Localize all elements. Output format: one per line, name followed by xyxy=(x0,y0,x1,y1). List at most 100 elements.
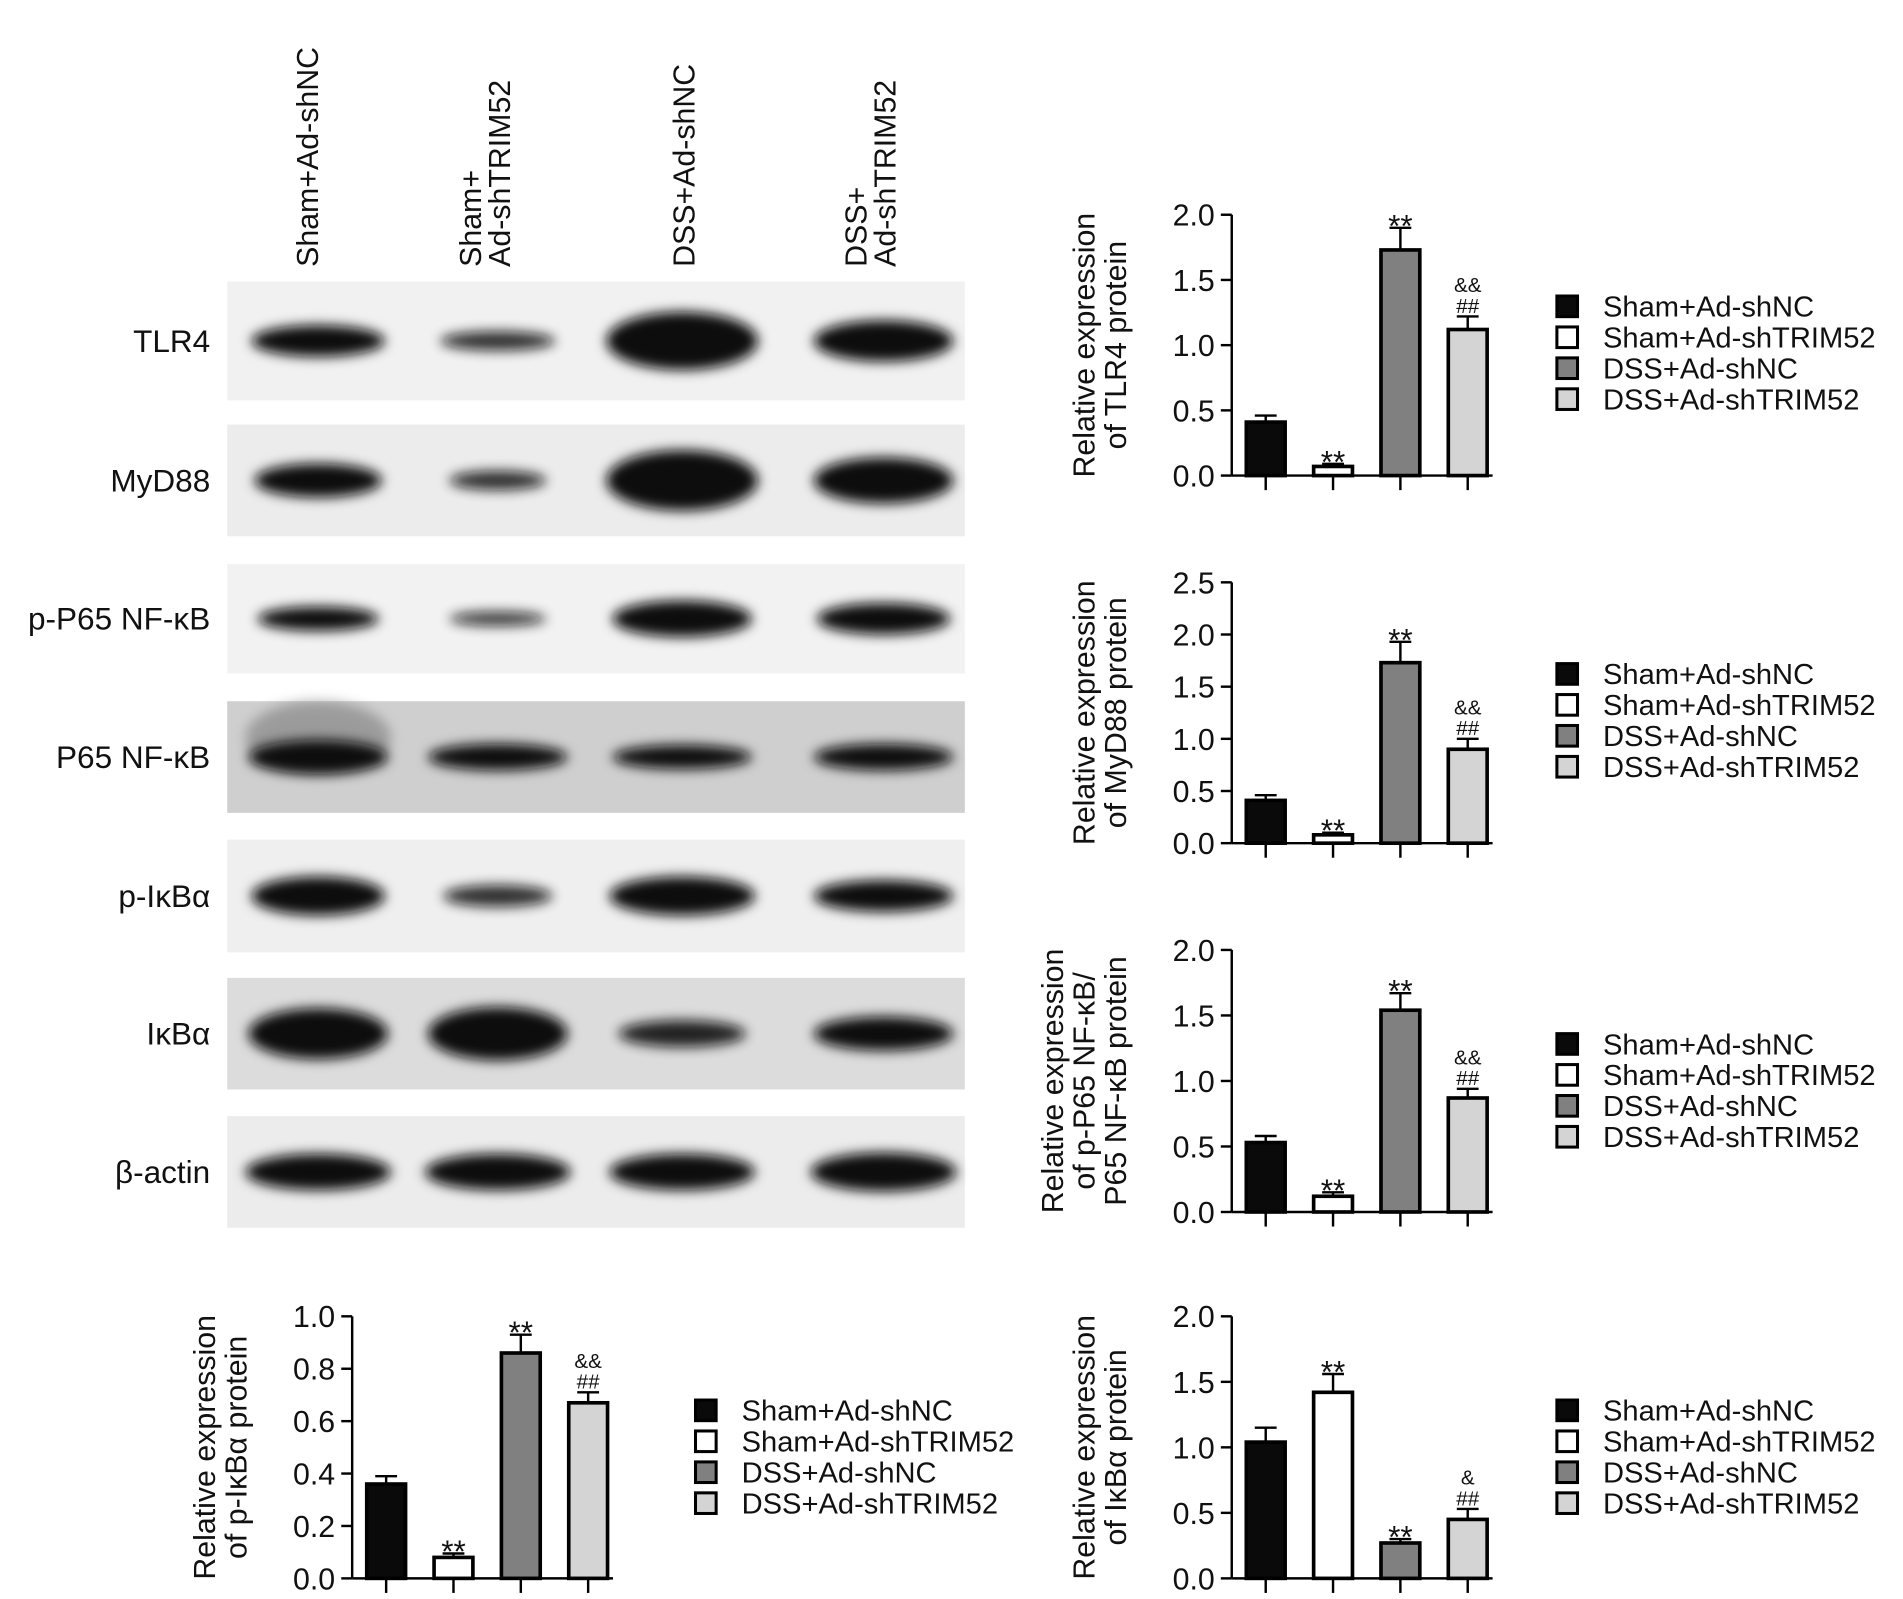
legend-swatch xyxy=(1555,1398,1580,1423)
blot-row-label: IκBα xyxy=(146,1016,210,1052)
bar-chart: 0.0 0.2 0.4 0.6 0.8 1.0 Relative expressionof … xyxy=(189,1301,1014,1596)
y-tick-label: 0.0 xyxy=(1173,1197,1215,1230)
y-axis-label-line: of TLR4 protein xyxy=(1100,241,1133,449)
y-tick-label: 2.0 xyxy=(1173,619,1215,652)
y-tick-label: 2.5 xyxy=(1173,567,1215,600)
significance-marker: && xyxy=(574,1350,602,1373)
lane-label: Sham+Ad-shTRIM52 xyxy=(455,80,517,267)
blot-band xyxy=(813,320,954,362)
legend-label: Sham+Ad-shNC xyxy=(742,1396,953,1428)
blot-band xyxy=(440,331,556,351)
legend-label: Sham+Ad-shTRIM52 xyxy=(1603,690,1876,722)
significance-marker: ** xyxy=(1388,207,1413,243)
y-tick-label: 1.0 xyxy=(293,1301,335,1334)
legend-swatch xyxy=(1555,1032,1580,1056)
blot-band xyxy=(618,1020,746,1047)
lane-label-line: Ad-shTRIM52 xyxy=(484,80,517,267)
blot-band xyxy=(424,1153,571,1191)
y-axis-label-line: Relative expression xyxy=(1069,1315,1102,1580)
significance-marker: ## xyxy=(1456,1067,1479,1090)
legend-swatch xyxy=(693,1460,718,1485)
y-tick-label: 2.0 xyxy=(1173,200,1215,233)
lane-label: DSS+Ad-shNC xyxy=(668,64,701,267)
legend-label: Sham+Ad-shNC xyxy=(1603,292,1814,324)
legend-swatch xyxy=(1555,356,1580,381)
legend-label: Sham+Ad-shTRIM52 xyxy=(1603,323,1876,355)
bar xyxy=(566,1400,610,1581)
legend-label: Sham+Ad-shTRIM52 xyxy=(1603,1427,1876,1459)
lane-label-line: Sham+Ad-shNC xyxy=(292,47,325,267)
blot-band xyxy=(609,876,755,916)
legend-swatch xyxy=(693,1398,718,1423)
bar xyxy=(1446,747,1489,845)
bar xyxy=(1244,1440,1287,1581)
bar xyxy=(1244,1140,1287,1214)
bar xyxy=(499,1351,543,1581)
bar-chart: 0.0 0.5 1.0 1.5 2.0 2.5 Relative expressionof … xyxy=(1069,567,1876,861)
significance-marker: && xyxy=(1454,1047,1482,1070)
legend-label: DSS+Ad-shTRIM52 xyxy=(1603,1488,1859,1520)
legend-label: Sham+Ad-shNC xyxy=(1603,1029,1814,1061)
y-axis-label-line: of IκBα protein xyxy=(1100,1349,1133,1545)
blot-row-label: p-P65 NF-κB xyxy=(28,601,210,637)
y-axis-label-line: of p-IκBα protein xyxy=(221,1336,254,1559)
y-tick-label: 0.0 xyxy=(1173,460,1215,493)
significance-marker: ## xyxy=(1456,717,1479,740)
y-axis-label-line: of MyD88 protein xyxy=(1100,597,1133,828)
blot-band xyxy=(816,602,951,635)
legend-label: Sham+Ad-shTRIM52 xyxy=(1603,1060,1876,1092)
y-tick-label: 1.5 xyxy=(1173,1367,1215,1400)
bar xyxy=(1379,1541,1422,1581)
y-tick-label: 1.0 xyxy=(1173,724,1215,757)
y-tick-label: 1.5 xyxy=(1173,1000,1215,1033)
legend-swatch xyxy=(1555,723,1580,748)
blot-band xyxy=(612,600,752,637)
bar xyxy=(1446,1096,1489,1214)
blot-row-label: β-actin xyxy=(115,1154,210,1190)
bar xyxy=(1446,327,1489,478)
bar xyxy=(1379,248,1422,478)
legend-label: DSS+Ad-shNC xyxy=(1603,354,1798,386)
blot-band xyxy=(248,740,388,775)
lane-label-line: Ad-shTRIM52 xyxy=(870,80,903,267)
legend-swatch xyxy=(1555,387,1580,411)
blot-band xyxy=(449,470,547,491)
significance-marker: ## xyxy=(577,1371,600,1394)
bar xyxy=(1311,1194,1355,1214)
legend-swatch xyxy=(1555,325,1580,350)
significance-marker: ** xyxy=(1388,1519,1413,1555)
blot-row-label: TLR4 xyxy=(133,323,210,359)
significance-marker: ## xyxy=(1456,1487,1479,1510)
y-tick-label: 2.0 xyxy=(1173,935,1215,968)
blot-band xyxy=(443,885,553,907)
legend-label: DSS+Ad-shNC xyxy=(1603,1458,1798,1490)
y-tick-label: 1.0 xyxy=(1173,1432,1215,1465)
bar xyxy=(1379,1008,1422,1214)
legend-label: Sham+Ad-shNC xyxy=(1603,1396,1814,1428)
lane-labels: Sham+Ad-shNC Sham+Ad-shTRIM52 DSS+Ad-shNC D… xyxy=(292,47,902,267)
blot-band xyxy=(813,1016,954,1051)
lane-label-line: DSS+ xyxy=(841,187,874,267)
blot-band xyxy=(254,463,382,498)
legend-label: DSS+Ad-shTRIM52 xyxy=(1603,384,1859,416)
legend-swatch xyxy=(1555,754,1580,779)
blot-band xyxy=(245,1153,392,1191)
lane-label: DSS+Ad-shTRIM52 xyxy=(841,80,903,267)
blot-row-label: P65 NF-κB xyxy=(56,739,210,775)
blot-band xyxy=(251,876,385,916)
legend-label: Sham+Ad-shTRIM52 xyxy=(742,1427,1015,1459)
blot-band xyxy=(449,611,547,627)
bar xyxy=(1244,420,1287,478)
western-blots: TLR4 MyD88 p-P65 NF-κB P65 NF-κB p-IκBα IκBα β… xyxy=(28,281,965,1228)
y-tick-label: 0.8 xyxy=(293,1354,335,1387)
y-tick-label: 1.0 xyxy=(1173,1066,1215,1099)
legend-label: DSS+Ad-shNC xyxy=(1603,1091,1798,1123)
y-tick-label: 0.5 xyxy=(1173,776,1215,809)
y-axis-label-line: P65 NF-κB protein xyxy=(1100,956,1133,1205)
bar-charts: 0.0 0.5 1.0 1.5 2.0 Relative expression of TLR… xyxy=(189,200,1876,1597)
